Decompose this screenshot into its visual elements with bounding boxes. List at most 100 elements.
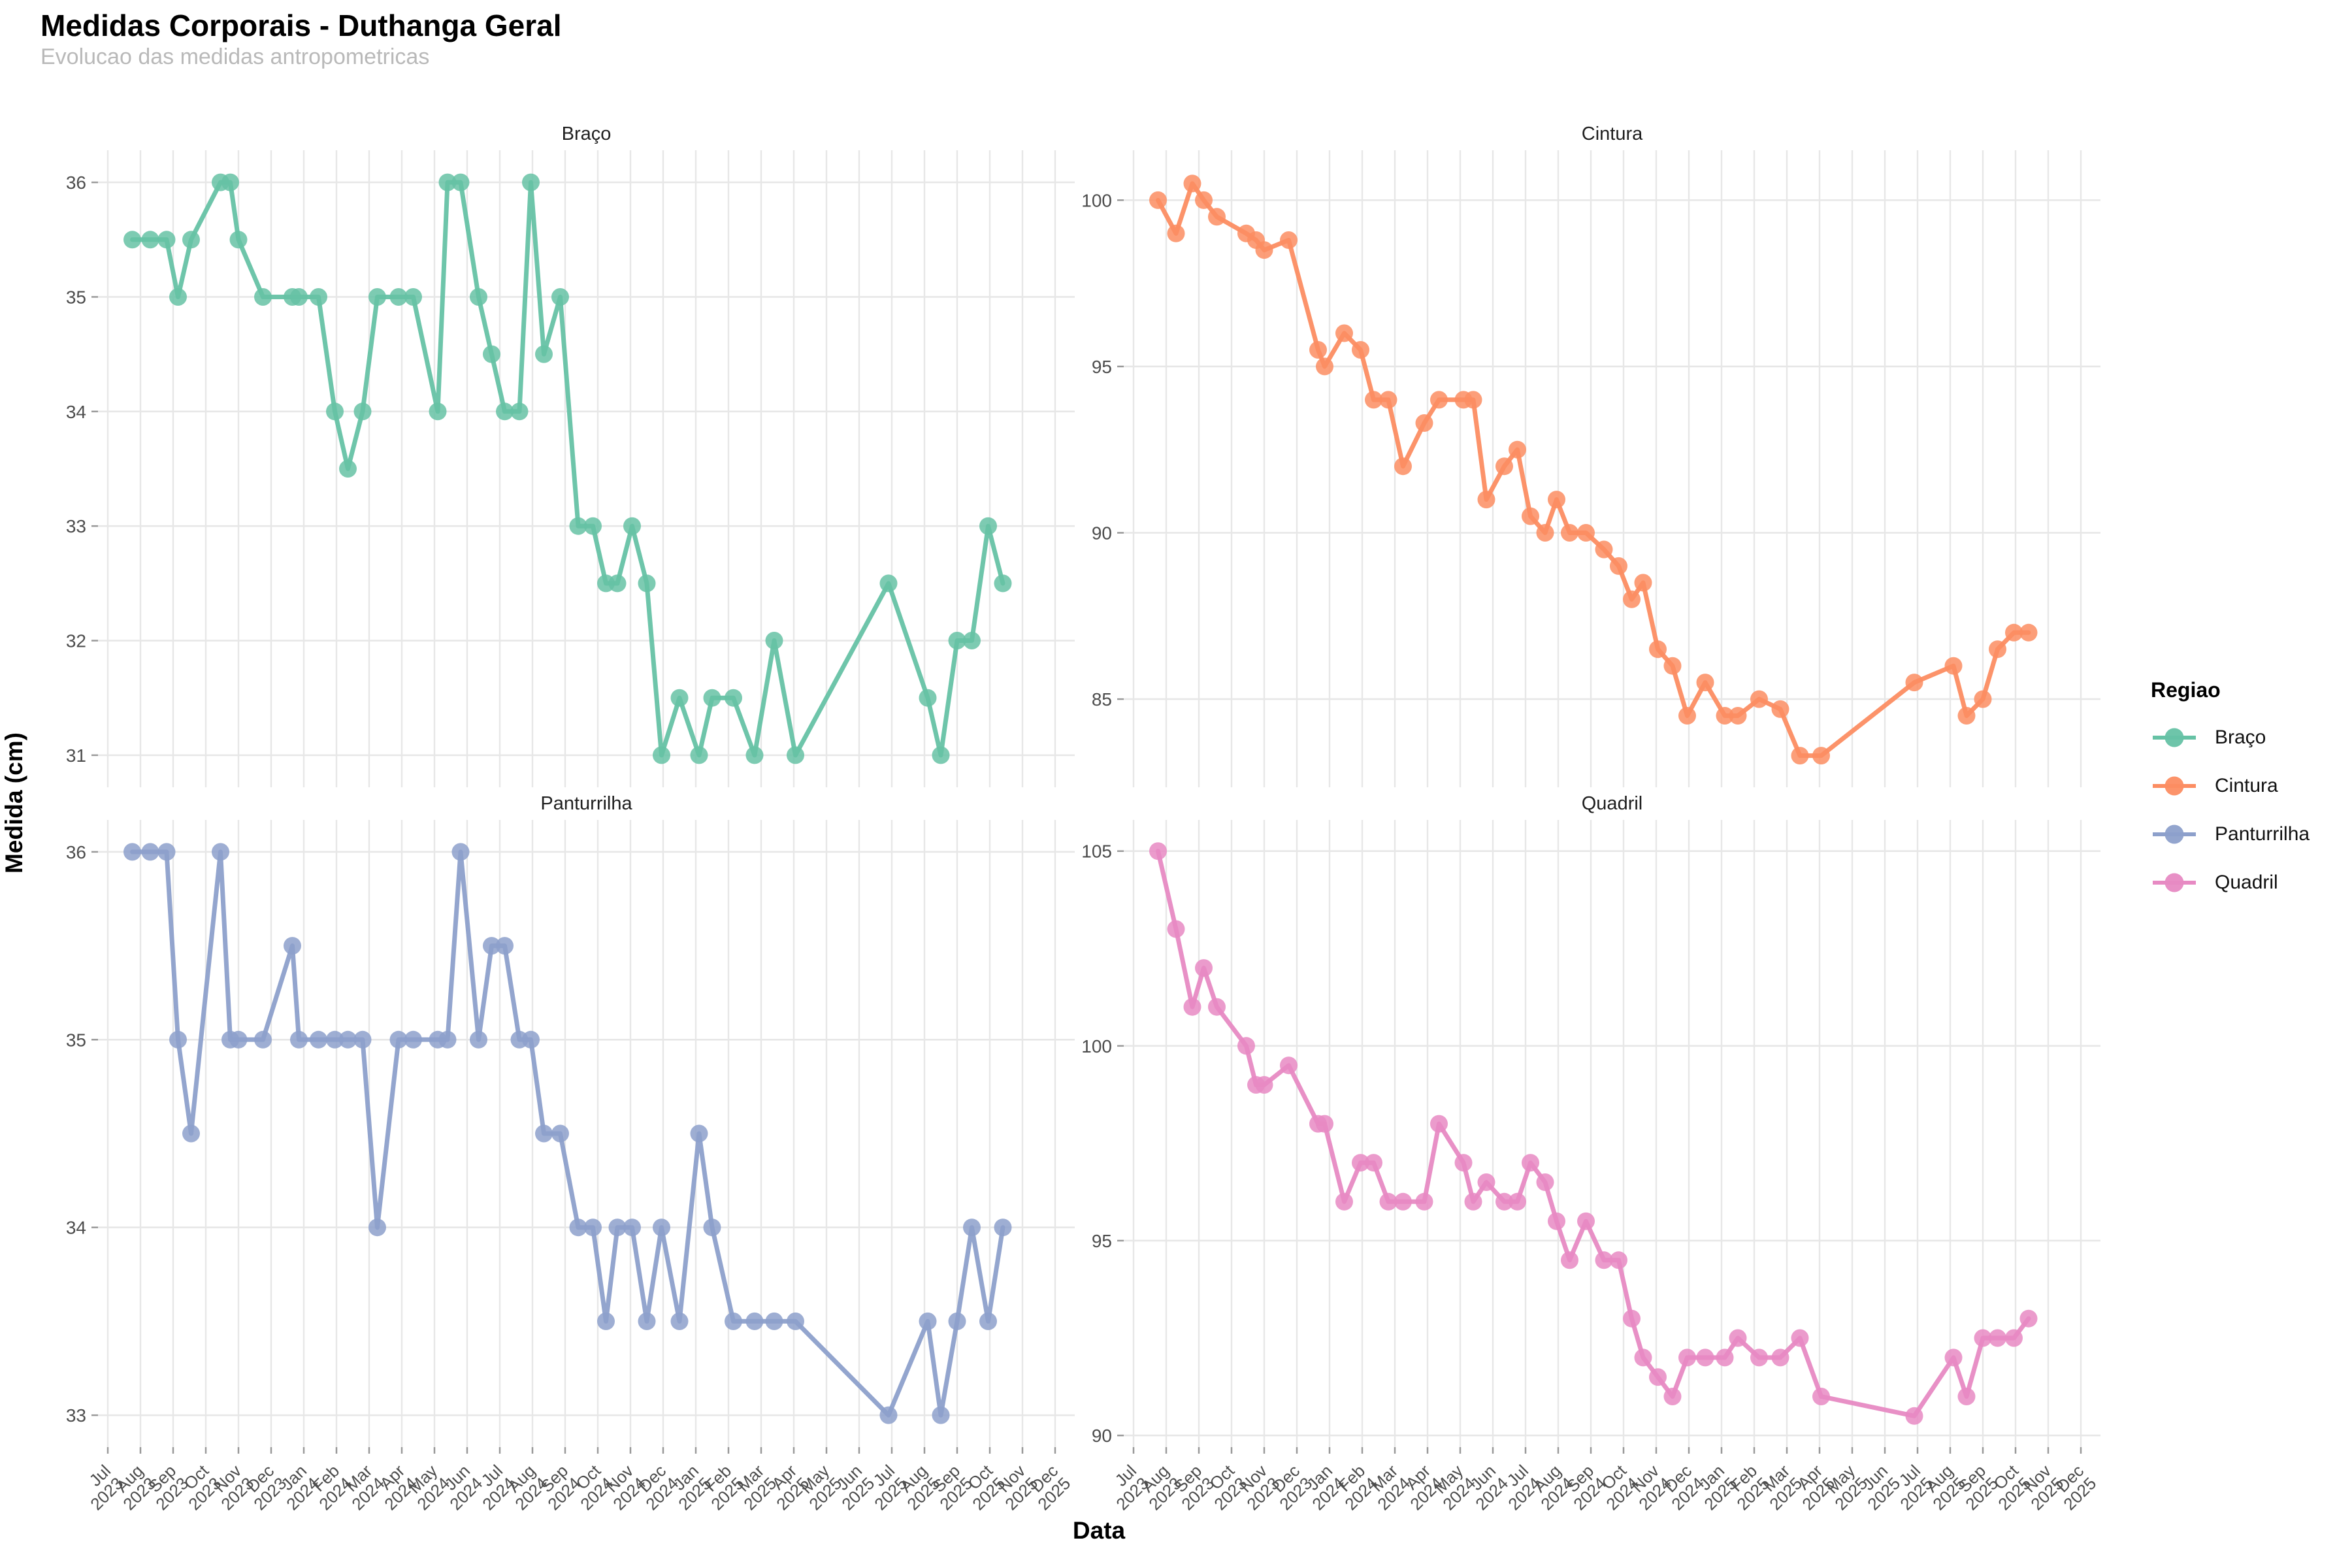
data-point-panturrilha — [653, 1218, 670, 1237]
facet-panel-panturrilha: 33343536PanturrilhaJul2023Aug2023Sep2023… — [66, 793, 1075, 1514]
data-point-cintura — [1957, 707, 1976, 725]
legend-item: Cintura — [2151, 774, 2310, 798]
data-point-cintura — [1309, 341, 1327, 359]
data-point-quadril — [1255, 1076, 1273, 1094]
data-point-cintura — [1944, 657, 1963, 675]
data-point-panturrilha — [483, 937, 500, 955]
data-point-cintura — [1430, 391, 1448, 409]
data-point-cintura — [1183, 174, 1201, 193]
x-tick-label: May2025 — [792, 1461, 845, 1514]
data-point-braco — [389, 288, 408, 306]
data-point-quadril — [1394, 1192, 1412, 1211]
legend-key-icon — [2153, 728, 2196, 747]
legend: Regiao Braço Cintura Panturrilha Quadril — [2151, 678, 2310, 919]
data-point-panturrilha — [608, 1218, 627, 1237]
data-point-cintura — [1595, 540, 1613, 559]
data-point-quadril — [1791, 1329, 1809, 1347]
y-tick-label: 90 — [1092, 1426, 1112, 1446]
data-point-quadril — [1522, 1154, 1539, 1172]
data-point-panturrilha — [745, 1312, 764, 1330]
y-tick-label: 31 — [66, 745, 86, 766]
data-point-braco — [584, 517, 602, 535]
facet-panel-quadril: 9095100105QuadrilJul2023Aug2023Sep2023Oc… — [1081, 793, 2100, 1514]
data-point-quadril — [1464, 1192, 1482, 1211]
data-point-quadril — [1335, 1192, 1353, 1211]
data-point-quadril — [1750, 1348, 1768, 1367]
data-point-cintura — [1812, 747, 1830, 765]
data-point-braco — [979, 517, 997, 535]
data-point-braco — [690, 746, 708, 764]
y-tick-label: 100 — [1081, 1036, 1112, 1056]
data-point-braco — [510, 402, 529, 421]
data-point-cintura — [1610, 557, 1627, 575]
data-point-panturrilha — [404, 1030, 422, 1049]
data-point-cintura — [1649, 640, 1667, 659]
data-point-quadril — [1771, 1348, 1789, 1367]
data-point-quadril — [1167, 920, 1185, 938]
data-point-quadril — [1957, 1388, 1976, 1405]
data-point-braco — [994, 574, 1012, 593]
legend-key-icon — [2153, 776, 2196, 796]
data-point-panturrilha — [879, 1406, 898, 1424]
legend-key-icon — [2153, 825, 2196, 844]
data-point-cintura — [1522, 507, 1539, 525]
data-point-panturrilha — [584, 1218, 602, 1237]
y-tick-label: 33 — [66, 1405, 86, 1426]
data-point-braco — [404, 288, 422, 306]
data-point-cintura — [1208, 208, 1226, 226]
data-point-braco — [879, 574, 898, 593]
data-point-cintura — [1509, 440, 1526, 459]
data-point-quadril — [1729, 1329, 1747, 1347]
data-point-cintura — [1255, 241, 1273, 259]
data-point-panturrilha — [979, 1312, 997, 1330]
data-point-panturrilha — [141, 843, 159, 861]
data-point-braco — [725, 689, 742, 707]
data-point-cintura — [1561, 524, 1578, 542]
data-point-cintura — [1379, 391, 1397, 409]
data-point-braco — [290, 288, 308, 306]
data-point-panturrilha — [496, 937, 514, 955]
data-point-panturrilha — [919, 1312, 937, 1330]
data-point-braco — [948, 632, 966, 649]
data-point-cintura — [1750, 690, 1768, 708]
data-point-quadril — [1149, 842, 1167, 860]
data-point-quadril — [1623, 1309, 1641, 1328]
data-point-panturrilha — [451, 843, 470, 861]
data-point-panturrilha — [284, 937, 301, 955]
data-point-braco — [963, 632, 981, 649]
data-point-panturrilha — [229, 1030, 248, 1049]
data-point-braco — [623, 517, 641, 535]
data-point-cintura — [1716, 707, 1734, 725]
data-point-braco — [551, 288, 569, 306]
data-point-quadril — [1352, 1154, 1369, 1172]
data-point-panturrilha — [703, 1218, 721, 1237]
facet-panel-cintura: 85 90 95 100 Cintura — [1081, 123, 2100, 787]
data-point-quadril — [1812, 1388, 1830, 1405]
x-tick-label: May2024 — [400, 1461, 453, 1514]
data-point-braco — [535, 345, 553, 363]
x-axis-title: Data — [1072, 1517, 1126, 1544]
data-point-quadril — [1944, 1348, 1963, 1367]
y-tick-label: 34 — [66, 402, 86, 422]
data-point-quadril — [1989, 1329, 2006, 1347]
data-point-cintura — [1663, 657, 1682, 675]
data-point-braco — [765, 632, 783, 649]
data-point-quadril — [1208, 998, 1226, 1016]
data-point-panturrilha — [254, 1030, 272, 1049]
data-point-cintura — [1634, 574, 1652, 592]
data-point-braco — [429, 402, 447, 421]
data-point-cintura — [1365, 391, 1382, 409]
x-tick-label: May2025 — [1818, 1461, 1871, 1514]
data-point-quadril — [1195, 959, 1213, 977]
data-point-quadril — [1610, 1251, 1627, 1269]
data-point-quadril — [1365, 1154, 1382, 1172]
data-point-braco — [368, 288, 386, 306]
y-tick-label: 34 — [66, 1218, 86, 1238]
data-point-braco — [670, 689, 689, 707]
data-point-panturrilha — [597, 1312, 615, 1330]
data-point-quadril — [1649, 1368, 1667, 1386]
data-point-quadril — [1237, 1037, 1255, 1055]
data-point-braco — [169, 288, 187, 306]
data-point-cintura — [1335, 324, 1353, 342]
data-point-panturrilha — [169, 1030, 187, 1049]
